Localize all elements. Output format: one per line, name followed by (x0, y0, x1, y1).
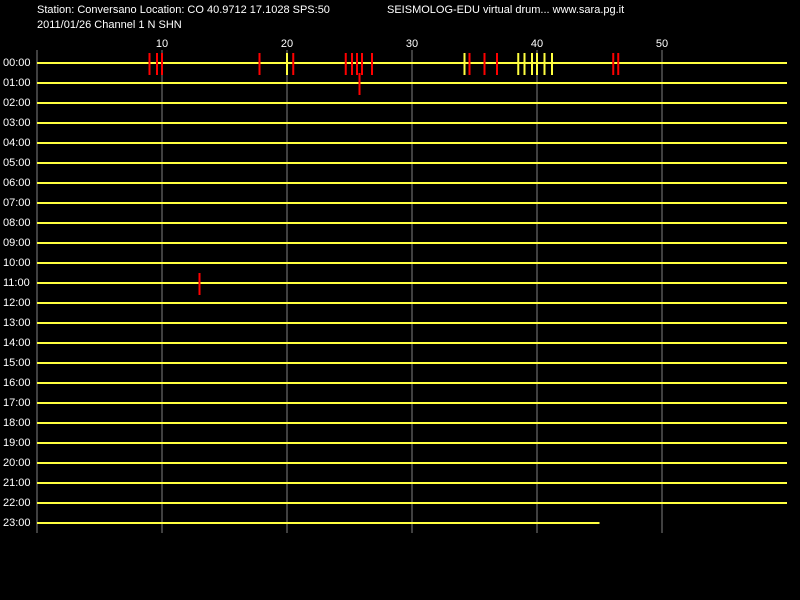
row-label: 23:00 (3, 517, 31, 529)
date-line: 2011/01/26 Channel 1 N SHN (37, 19, 182, 31)
row-label: 14:00 (3, 337, 31, 349)
row-label: 22:00 (3, 497, 31, 509)
row-label: 15:00 (3, 357, 31, 369)
row-label: 08:00 (3, 217, 31, 229)
chart-title: Station: Conversano Location: CO 40.9712… (37, 4, 330, 16)
row-label: 10:00 (3, 257, 31, 269)
row-label: 21:00 (3, 477, 31, 489)
row-label: 16:00 (3, 377, 31, 389)
row-label: 06:00 (3, 177, 31, 189)
chart-subtitle: SEISMOLOG-EDU virtual drum... www.sara.p… (387, 4, 624, 16)
x-tick-label: 30 (406, 38, 418, 50)
row-label: 12:00 (3, 297, 31, 309)
row-label: 13:00 (3, 317, 31, 329)
row-label: 20:00 (3, 457, 31, 469)
x-tick-label: 20 (281, 38, 293, 50)
row-label: 01:00 (3, 77, 31, 89)
row-label: 09:00 (3, 237, 31, 249)
row-label: 07:00 (3, 197, 31, 209)
row-label: 02:00 (3, 97, 31, 109)
row-label: 17:00 (3, 397, 31, 409)
row-label: 11:00 (3, 277, 30, 289)
row-label: 00:00 (3, 57, 31, 69)
row-label: 04:00 (3, 137, 31, 149)
row-label: 18:00 (3, 417, 31, 429)
x-tick-label: 50 (656, 38, 668, 50)
x-tick-label: 10 (156, 38, 168, 50)
row-label: 19:00 (3, 437, 31, 449)
row-label: 03:00 (3, 117, 31, 129)
row-label: 05:00 (3, 157, 31, 169)
x-tick-label: 40 (531, 38, 543, 50)
